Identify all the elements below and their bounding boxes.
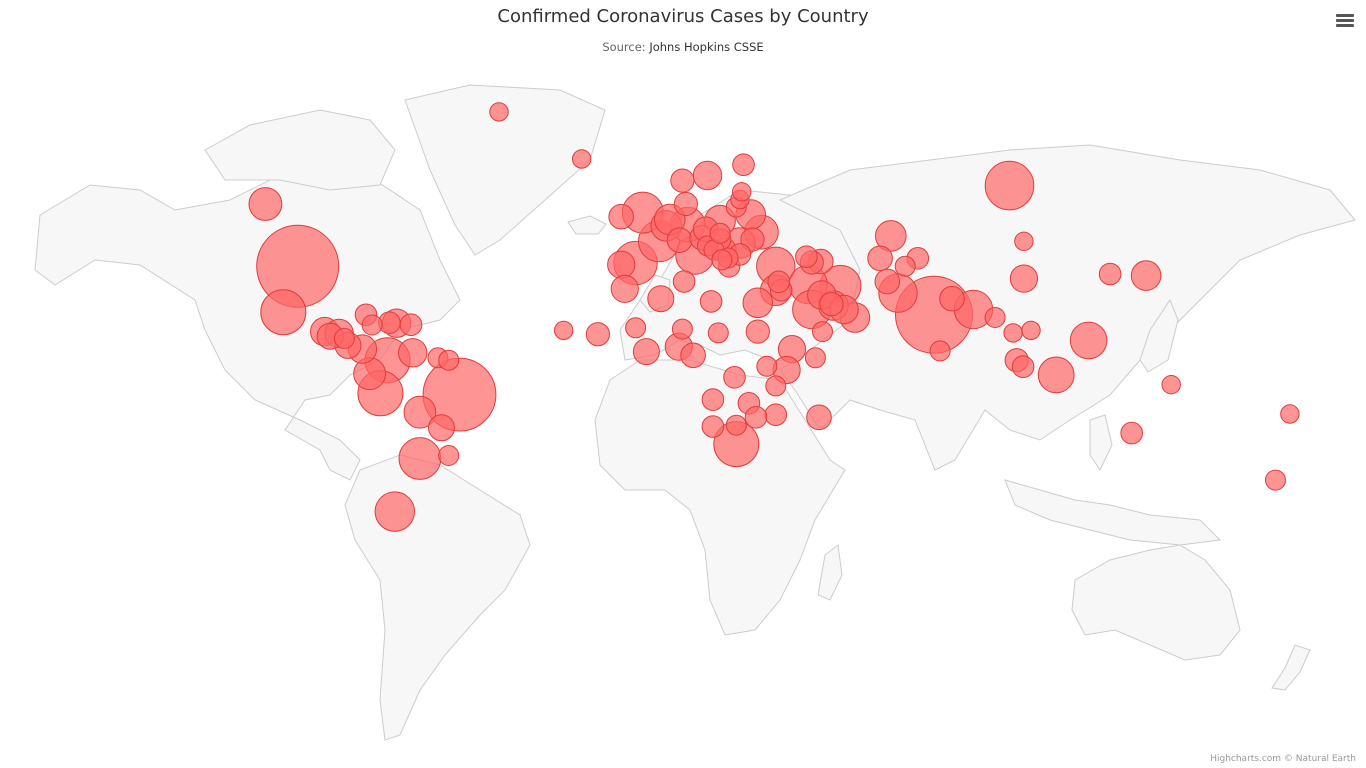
bubble-ireland[interactable] bbox=[608, 203, 635, 230]
bubble-afghanistan[interactable] bbox=[874, 268, 901, 295]
bubble-layer bbox=[248, 102, 1300, 532]
bubble-indonesia[interactable] bbox=[1037, 356, 1075, 394]
menu-line bbox=[1336, 24, 1354, 27]
bubble-finland[interactable] bbox=[732, 153, 755, 176]
bubble-somalia[interactable] bbox=[804, 347, 826, 369]
bubble-brazil[interactable] bbox=[422, 357, 497, 432]
bubble-namibia[interactable] bbox=[701, 415, 725, 438]
bubble-cape-verde[interactable] bbox=[554, 320, 574, 341]
bubble-mali[interactable] bbox=[625, 317, 647, 339]
chart-title: Confirmed Coronavirus Cases by Country bbox=[497, 6, 869, 27]
bubble-new-zealand[interactable] bbox=[1265, 469, 1286, 491]
bubble-libya[interactable] bbox=[699, 290, 723, 313]
land-greenland bbox=[404, 84, 606, 256]
bubble-china[interactable] bbox=[1009, 264, 1039, 293]
land-arctic-islands bbox=[204, 109, 396, 191]
bubble-vietnam[interactable] bbox=[1021, 320, 1041, 341]
bubble-papua-new-guinea[interactable] bbox=[1161, 375, 1181, 395]
bubble-estonia[interactable] bbox=[732, 182, 752, 202]
bubble-sweden[interactable] bbox=[692, 160, 723, 191]
bubble-thailand[interactable] bbox=[1003, 323, 1023, 343]
bubble-venezuela[interactable] bbox=[398, 338, 428, 368]
bubble-niger[interactable] bbox=[671, 318, 693, 340]
bubble-denmark[interactable] bbox=[673, 191, 699, 217]
bubble-sri-lanka[interactable] bbox=[929, 340, 951, 362]
land-africa bbox=[594, 359, 846, 636]
bubble-argentina[interactable] bbox=[398, 437, 442, 480]
bubble-kazakhstan[interactable] bbox=[875, 220, 907, 252]
menu-line bbox=[1336, 19, 1354, 22]
bubble-angola[interactable] bbox=[701, 388, 725, 411]
bubble-uganda[interactable] bbox=[756, 355, 778, 377]
bubble-ghana[interactable] bbox=[632, 338, 660, 366]
bubble-canada[interactable] bbox=[248, 187, 283, 221]
bubble-algeria[interactable] bbox=[647, 285, 675, 313]
bubble-botswana[interactable] bbox=[725, 414, 747, 436]
bubble-mozambique[interactable] bbox=[764, 403, 788, 427]
land-southeast-asia-islands bbox=[1004, 479, 1222, 546]
land-new-zealand bbox=[1271, 644, 1311, 691]
bubble-uruguay[interactable] bbox=[438, 445, 460, 466]
bubble-tanzania[interactable] bbox=[765, 375, 787, 397]
bubble-zimbabwe[interactable] bbox=[744, 406, 768, 429]
land-layer bbox=[34, 84, 1356, 741]
source-link[interactable]: Johns Hopkins CSSE bbox=[649, 40, 764, 54]
bubble-chile[interactable] bbox=[374, 491, 415, 532]
hamburger-menu-icon[interactable] bbox=[1334, 12, 1356, 32]
bubble-sudan[interactable] bbox=[745, 319, 770, 344]
bubble-iceland[interactable] bbox=[572, 149, 592, 169]
bubble-madagascar[interactable] bbox=[806, 404, 832, 431]
land-japan bbox=[1139, 298, 1179, 373]
bubble-chad[interactable] bbox=[707, 322, 729, 344]
land-south-america bbox=[344, 454, 531, 741]
bubble-dr-congo[interactable] bbox=[723, 366, 746, 389]
bubble-albania[interactable] bbox=[711, 249, 733, 271]
land-madagascar bbox=[817, 544, 843, 601]
bubble-lebanon[interactable] bbox=[767, 270, 791, 294]
bubble-mongolia[interactable] bbox=[1014, 231, 1034, 252]
chart-subtitle: Source: Johns Hopkins CSSE bbox=[0, 40, 1366, 54]
bubble-tunisia[interactable] bbox=[672, 270, 696, 293]
bubble-morocco[interactable] bbox=[610, 274, 639, 303]
bubble-russia[interactable] bbox=[984, 160, 1035, 211]
bubble-south-korea[interactable] bbox=[1098, 262, 1122, 286]
bubble-singapore[interactable] bbox=[1011, 355, 1035, 379]
bubble-yemen[interactable] bbox=[812, 321, 833, 343]
bubble-suriname[interactable] bbox=[438, 349, 460, 371]
bubble-nicaragua[interactable] bbox=[333, 327, 355, 349]
bubble-puerto-rico[interactable] bbox=[399, 313, 423, 337]
bubble-switzerland[interactable] bbox=[666, 227, 693, 253]
bubble-myanmar[interactable] bbox=[984, 307, 1006, 328]
bubble-uzbekistan[interactable] bbox=[867, 245, 893, 272]
bubble-jamaica[interactable] bbox=[361, 314, 383, 336]
credits[interactable]: Highcharts.com © Natural Earth bbox=[1210, 754, 1356, 764]
bubble-bahrain[interactable] bbox=[819, 292, 844, 317]
bubble-fiji[interactable] bbox=[1280, 404, 1300, 424]
bubble-georgia[interactable] bbox=[795, 245, 818, 269]
bubble-nepal[interactable] bbox=[939, 285, 965, 312]
bubble-portugal[interactable] bbox=[607, 250, 636, 279]
bubble-greenland[interactable] bbox=[489, 102, 509, 122]
subtitle-prefix: Source: bbox=[602, 40, 650, 54]
bubble-egypt[interactable] bbox=[742, 287, 774, 319]
land-iceland bbox=[567, 215, 607, 235]
bubble-bolivia[interactable] bbox=[403, 395, 437, 429]
bubble-japan[interactable] bbox=[1130, 260, 1162, 291]
bubble-senegal[interactable] bbox=[585, 322, 611, 347]
land-australia bbox=[1071, 544, 1241, 661]
bubble-cameroon[interactable] bbox=[680, 342, 706, 369]
land-philippines bbox=[1089, 414, 1113, 472]
bubble-mexico[interactable] bbox=[260, 289, 307, 336]
bubble-philippines[interactable] bbox=[1069, 321, 1108, 360]
bubble-tajikistan[interactable] bbox=[894, 255, 916, 277]
bubble-slovakia[interactable] bbox=[709, 222, 731, 244]
bubble-moldova[interactable] bbox=[740, 227, 765, 252]
bubble-norway[interactable] bbox=[670, 168, 695, 193]
menu-line bbox=[1336, 14, 1354, 17]
bubble-australia[interactable] bbox=[1120, 421, 1143, 445]
bubble-paraguay[interactable] bbox=[428, 414, 455, 442]
